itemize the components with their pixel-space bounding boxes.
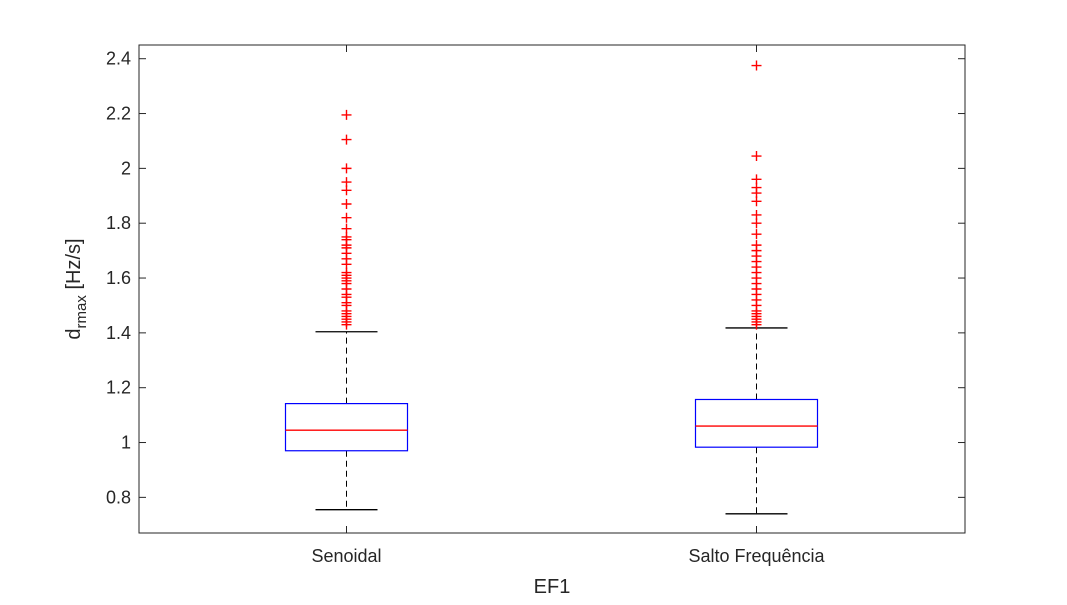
y-axis-label-unit: [Hz/s]: [63, 238, 85, 295]
x-axis-label: EF1: [534, 576, 571, 598]
y-tick-label: 2: [121, 158, 131, 178]
outlier-marker: [751, 151, 762, 162]
y-tick-label: 1.8: [106, 213, 131, 233]
y-axis-label: drmax [Hz/s]: [63, 238, 90, 339]
outlier-marker: [341, 212, 352, 223]
y-tick-label: 2.2: [106, 104, 131, 124]
outlier-marker: [751, 60, 762, 71]
y-tick-label: 2.4: [106, 49, 131, 69]
box-group: [694, 60, 819, 515]
x-tick-label: Salto Frequência: [688, 546, 825, 566]
outlier-marker: [751, 209, 762, 220]
iqr-box: [694, 398, 819, 448]
iqr-box: [284, 402, 409, 452]
y-tick-label: 1.2: [106, 378, 131, 398]
axis-labels: EF1 drmax [Hz/s]: [63, 238, 570, 598]
y-axis-label-subscript: rmax: [73, 295, 90, 329]
y-tick-label: 1.6: [106, 268, 131, 288]
y-tick-label: 1: [121, 433, 131, 453]
outlier-marker: [751, 229, 762, 240]
outlier-marker: [751, 240, 762, 251]
outlier-marker: [341, 163, 352, 174]
outlier-marker: [341, 223, 352, 234]
y-tick-label: 1.4: [106, 323, 131, 343]
outlier-marker: [341, 177, 352, 188]
outlier-marker: [341, 134, 352, 145]
outlier-marker: [751, 174, 762, 185]
x-tick-label: Senoidal: [311, 546, 381, 566]
box-group: [284, 109, 409, 511]
axis-ticks: 0.8 1 1.2 1.4 1.6 1.8 2 2.2 2.4 Senoidal Salto Fre…: [106, 45, 965, 566]
boxes: [284, 60, 819, 515]
plot-area: [138, 44, 966, 534]
outlier-marker: [341, 109, 352, 120]
outlier-marker: [341, 199, 352, 210]
y-axis-label-main: d: [63, 328, 85, 339]
y-tick-label: 0.8: [106, 487, 131, 507]
